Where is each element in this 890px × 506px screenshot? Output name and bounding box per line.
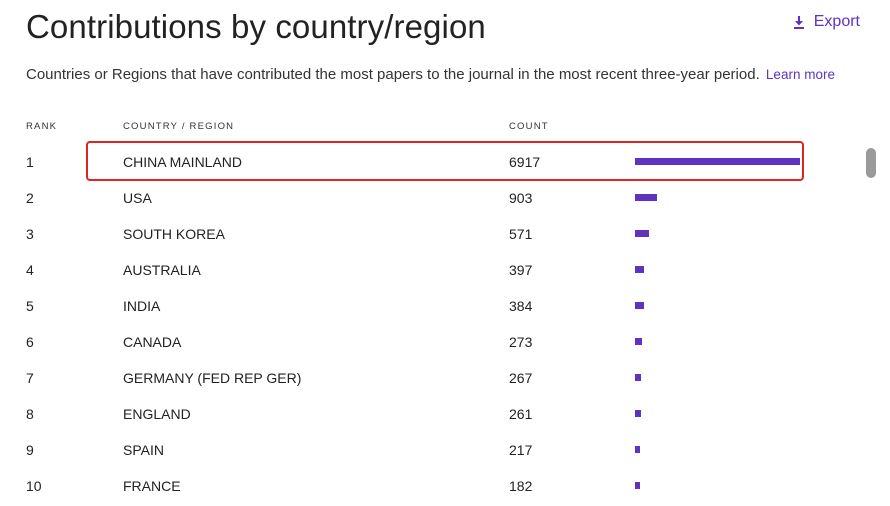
rank-cell: 6 — [26, 334, 34, 350]
country-cell: CHINA MAINLAND — [123, 154, 243, 170]
rank-cell: 1 — [26, 154, 34, 170]
count-bar — [635, 482, 640, 489]
count-bar — [635, 230, 649, 237]
count-cell: 6917 — [509, 154, 541, 170]
rank-cell: 10 — [26, 478, 42, 494]
country-cell: CANADA — [123, 334, 182, 350]
export-button[interactable]: Export — [793, 13, 860, 31]
count-cell: 182 — [509, 478, 533, 494]
country-cell: SPAIN — [123, 442, 164, 458]
rank-cell: 5 — [26, 298, 34, 314]
table-row: 7 GERMANY (FED REP GER) 267 — [0, 360, 860, 396]
count-cell: 571 — [509, 226, 533, 242]
country-cell: GERMANY (FED REP GER) — [123, 370, 302, 386]
column-header-country: COUNTRY / REGION — [123, 121, 235, 132]
download-icon — [793, 15, 805, 29]
count-bar — [635, 158, 800, 165]
export-label: Export — [813, 13, 860, 30]
count-bar — [635, 446, 640, 453]
country-cell: FRANCE — [123, 478, 181, 494]
count-cell: 267 — [509, 370, 533, 386]
table-row: 6 CANADA 273 — [0, 324, 860, 360]
count-bar — [635, 302, 644, 309]
count-cell: 384 — [509, 298, 533, 314]
table-row: 3 SOUTH KOREA 571 — [0, 216, 860, 252]
country-cell: AUSTRALIA — [123, 262, 201, 278]
table-row: 2 USA 903 — [0, 180, 860, 216]
table-row: 9 SPAIN 217 — [0, 432, 860, 468]
country-cell: SOUTH KOREA — [123, 226, 225, 242]
count-cell: 397 — [509, 262, 533, 278]
rank-cell: 4 — [26, 262, 34, 278]
rank-cell: 9 — [26, 442, 34, 458]
table-row: 4 AUSTRALIA 397 — [0, 252, 860, 288]
rank-cell: 8 — [26, 406, 34, 422]
country-cell: INDIA — [123, 298, 161, 314]
page-description: Countries or Regions that have contribut… — [26, 66, 835, 83]
rank-cell: 2 — [26, 190, 34, 206]
description-text: Countries or Regions that have contribut… — [26, 66, 760, 83]
column-header-rank: RANK — [26, 121, 58, 132]
count-bar — [635, 338, 642, 345]
rank-cell: 7 — [26, 370, 34, 386]
count-cell: 903 — [509, 190, 533, 206]
table-row: 1 CHINA MAINLAND 6917 — [0, 144, 860, 180]
country-cell: USA — [123, 190, 152, 206]
count-bar — [635, 410, 641, 417]
count-bar — [635, 194, 657, 201]
rank-cell: 3 — [26, 226, 34, 242]
table-row: 10 FRANCE 182 — [0, 468, 860, 504]
learn-more-link[interactable]: Learn more — [765, 67, 835, 82]
count-bar — [635, 266, 644, 273]
column-header-count: COUNT — [509, 121, 549, 132]
table-row: 5 INDIA 384 — [0, 288, 860, 324]
country-cell: ENGLAND — [123, 406, 191, 422]
page-title: Contributions by country/region — [26, 8, 486, 45]
scrollbar-thumb[interactable] — [866, 148, 876, 178]
count-bar — [635, 374, 641, 381]
count-cell: 217 — [509, 442, 533, 458]
count-cell: 261 — [509, 406, 533, 422]
table-row: 8 ENGLAND 261 — [0, 396, 860, 432]
count-cell: 273 — [509, 334, 533, 350]
